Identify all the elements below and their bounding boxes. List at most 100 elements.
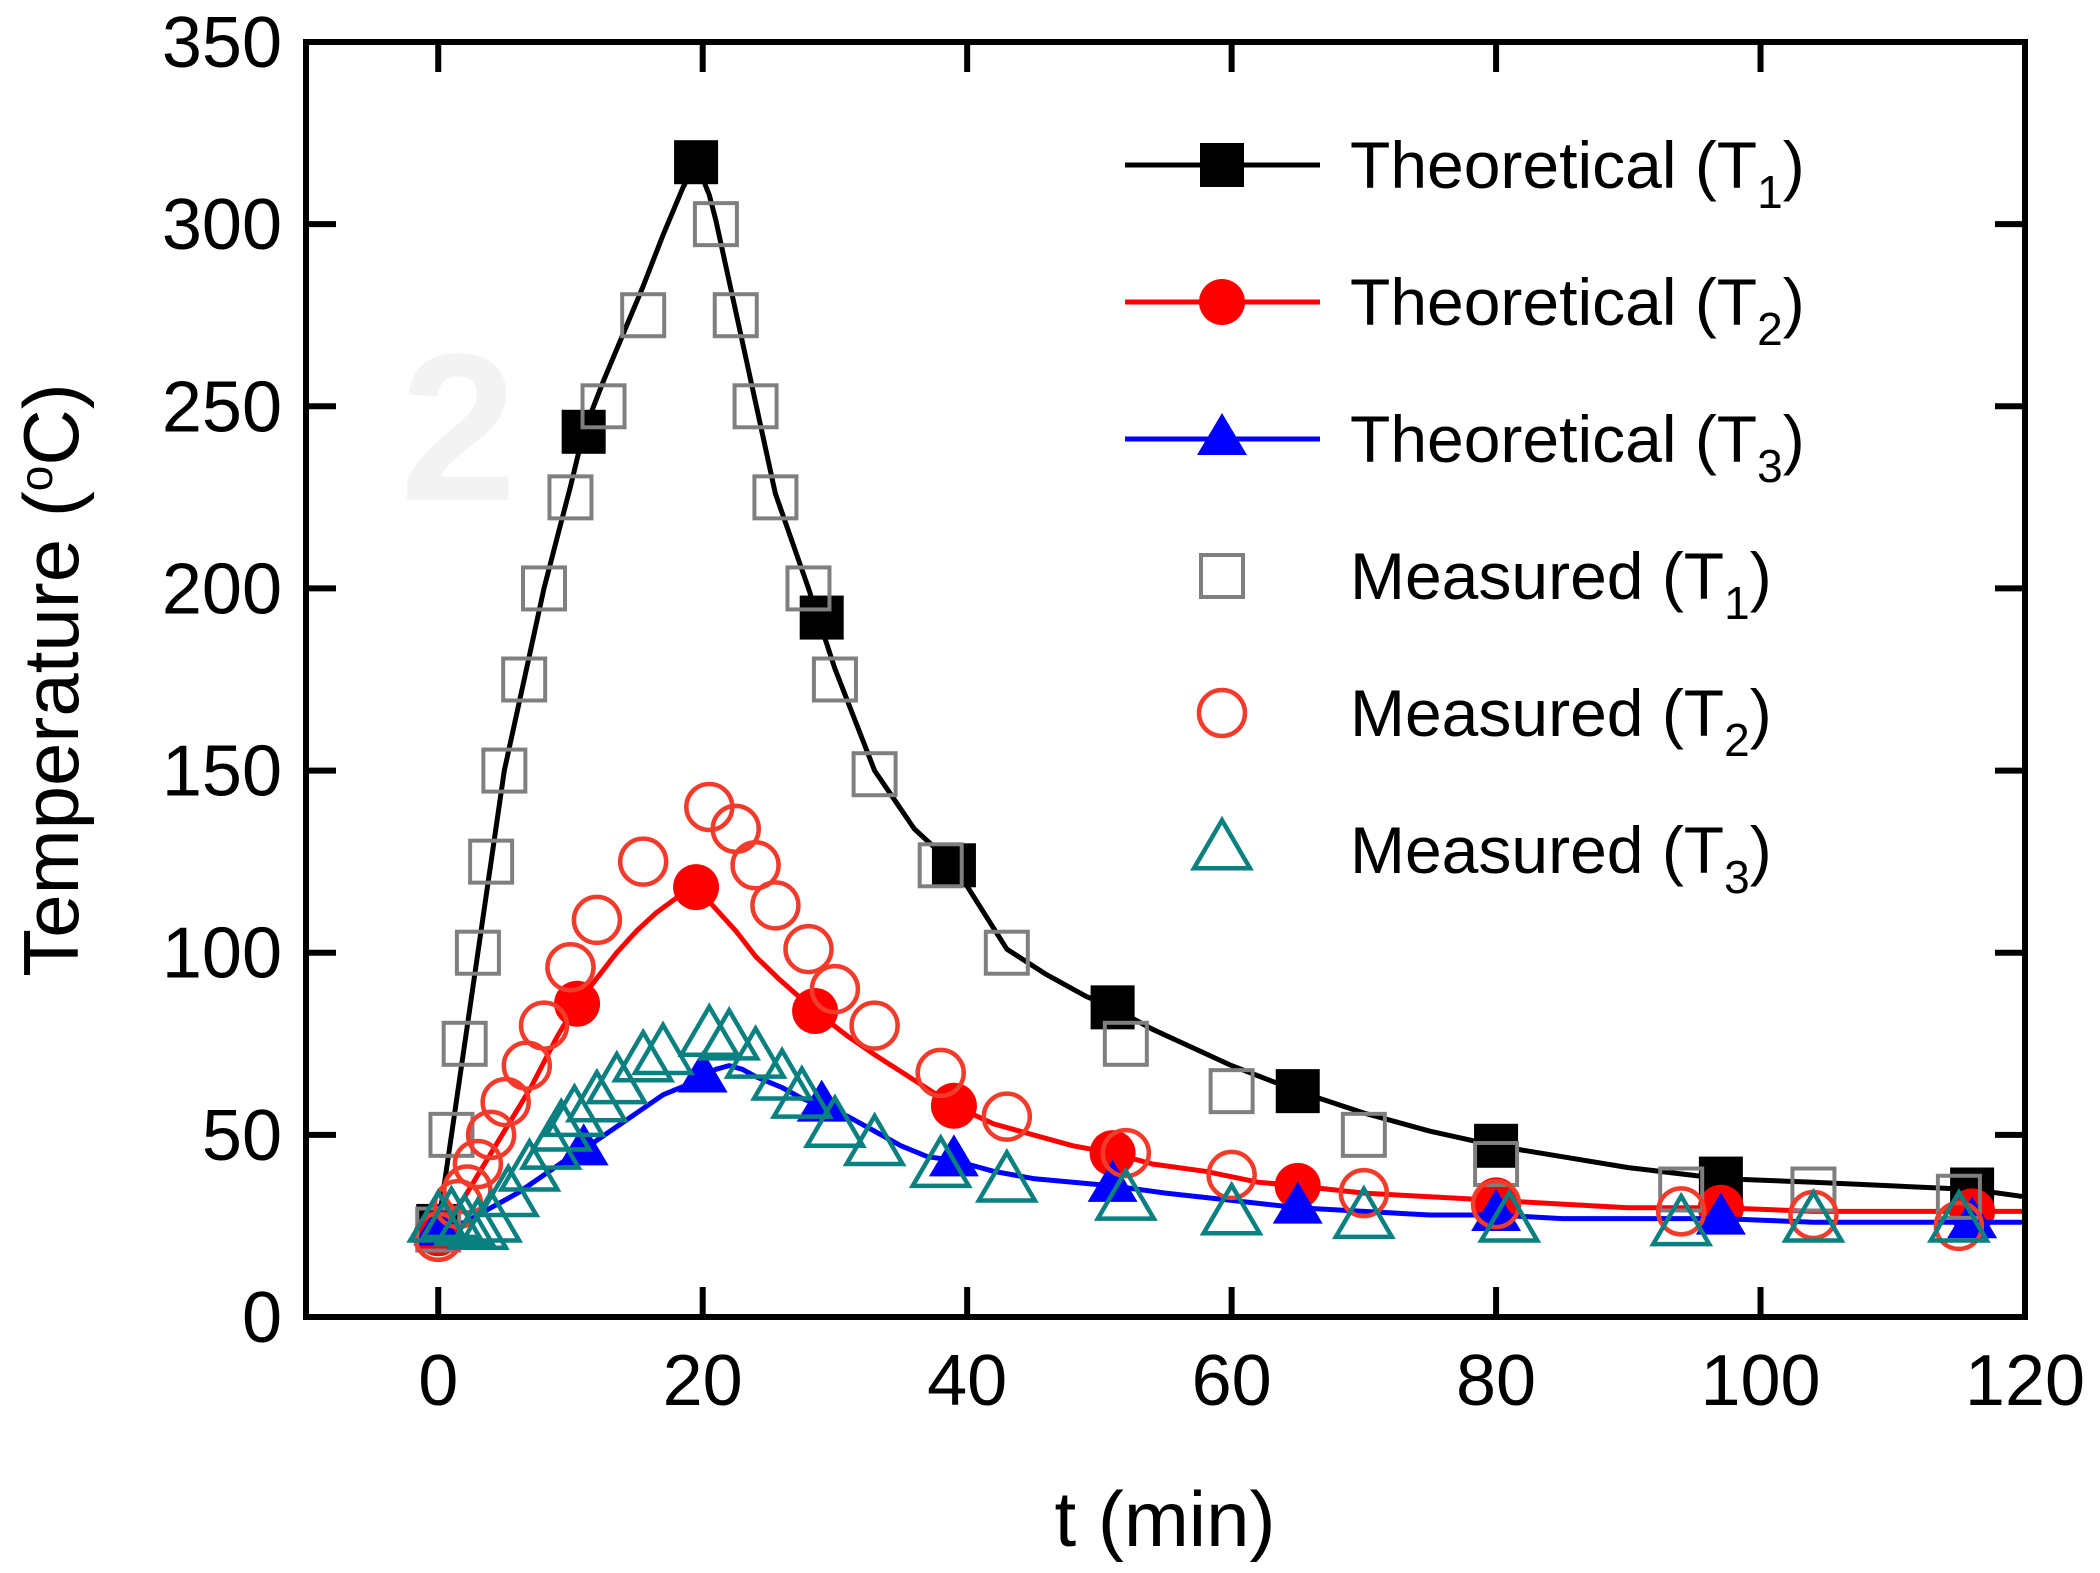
measured-t2-marker-22: [1338, 1167, 1390, 1219]
theoretical-t3-line: [435, 1063, 2028, 1233]
measured-t2-marker-23: [1470, 1178, 1522, 1230]
theoretical-t3-legend-label: Theoretical (T3): [1350, 402, 1805, 492]
measured-t2-marker-8: [545, 942, 596, 993]
measured-t1-marker-18: [917, 842, 964, 889]
x-tick-label-0: 0: [418, 1341, 458, 1421]
measured-t3-marker-25: [1331, 1184, 1396, 1240]
measured-t3-marker-20: [842, 1111, 907, 1167]
theoretical-t3-marker-5: [1087, 1159, 1138, 1202]
measured-t3-marker-12: [611, 1027, 676, 1083]
measured-t3-marker-3: [445, 1195, 510, 1251]
measured-t2-marker-20: [1100, 1127, 1152, 1179]
plot-frame: [303, 39, 2028, 1320]
measured-t3-marker-10: [564, 1067, 629, 1123]
measured-t3-marker-21: [908, 1133, 973, 1189]
measured-t3-marker-14: [677, 1002, 742, 1057]
theoretical-t2-marker-5: [1089, 1130, 1136, 1177]
watermark-text: 2: [400, 310, 517, 545]
x-tick-label-6: 120: [1965, 1341, 2085, 1421]
measured-t3-marker-18: [769, 1064, 834, 1119]
watermark: 2: [400, 310, 517, 545]
measured-t1-marker-7: [521, 565, 568, 612]
theoretical-t2-marker-2: [673, 864, 720, 911]
y-axis-title: Temperature (oC): [7, 383, 95, 976]
measured-t1-marker-16: [811, 656, 858, 703]
measured-t1-marker-14: [752, 474, 799, 521]
measured-t1-marker-8: [547, 474, 594, 521]
measured-t2-legend-marker: [1196, 687, 1248, 739]
measured-t1-legend-marker: [1199, 553, 1245, 599]
y-tick-label-7: 350: [162, 3, 282, 83]
measured-t3-marker-28: [1781, 1188, 1846, 1243]
x-tick-label-4: 80: [1456, 1341, 1536, 1421]
measured-t3-marker-26: [1477, 1188, 1542, 1243]
measured-t1-marker-10: [620, 292, 667, 339]
theoretical-t3-marker-7: [1471, 1188, 1522, 1231]
legend-entry-theoretical-t2: Theoretical (T2): [1125, 265, 1805, 355]
measured-t2-marker-19: [981, 1091, 1033, 1142]
measured-t3-marker-1: [419, 1184, 484, 1240]
legend-entry-measured-t3: Measured (T3): [1190, 813, 1772, 903]
measured-t1-legend-label: Measured (T1): [1350, 539, 1772, 629]
measured-t2-marker-9: [571, 894, 623, 946]
measured-t3-marker-13: [631, 1020, 695, 1076]
measured-t2-markers: [412, 781, 1985, 1263]
measured-t1-marker-15: [785, 565, 832, 612]
x-tick-label-5: 100: [1700, 1341, 1820, 1421]
legend: Theoretical (T1) Theoretical (T2) Theoreti…: [1125, 128, 1805, 903]
measured-t2-marker-13: [730, 840, 781, 891]
measured-t1-marker-19: [983, 929, 1030, 976]
measured-t1-marker-1: [428, 1111, 475, 1158]
measured-t2-marker-17: [849, 1000, 900, 1051]
measured-t3-marker-22: [974, 1147, 1039, 1203]
theoretical-t3-legend-marker: [1197, 412, 1247, 455]
measured-t3-marker-27: [1649, 1191, 1714, 1247]
measured-t1-marker-23: [1473, 1141, 1520, 1187]
measured-t2-marker-10: [617, 836, 669, 887]
measured-t3-marker-23: [1093, 1166, 1158, 1221]
measured-t1-marker-17: [851, 751, 898, 798]
measured-t2-marker-14: [750, 880, 801, 931]
measured-t2-marker-18: [915, 1047, 966, 1099]
degree-symbol: o: [10, 466, 62, 492]
y-tick-label-4: 200: [162, 549, 282, 629]
theoretical-t3-marker-8: [1695, 1192, 1746, 1235]
axis-ticks: [306, 39, 2028, 1320]
measured-t2-marker-3: [452, 1138, 504, 1190]
measured-t3-marker-9: [542, 1082, 607, 1138]
x-tick-label-2: 40: [927, 1341, 1007, 1421]
measured-t2-marker-26: [1933, 1200, 1985, 1252]
theoretical-t2-legend-label: Theoretical (T2): [1350, 265, 1805, 355]
theoretical-t1-marker-6: [1275, 1069, 1320, 1114]
theoretical-t1-marker-4: [931, 843, 976, 888]
measured-t1-marker-3: [454, 929, 501, 976]
theoretical-t3-marker-4: [928, 1134, 979, 1177]
measured-t3-marker-8: [529, 1096, 594, 1152]
measured-t1-marker-12: [712, 292, 759, 339]
axis-titles: t (min) Temperature (oC): [7, 383, 1275, 1563]
axis-tick-labels: 0 20 40 60 80 100 120 0 50 100 150 200 250 300 350: [162, 3, 2085, 1421]
y-tick-label-0: 0: [242, 1278, 282, 1358]
y-axis-title-suffix: C): [7, 383, 95, 465]
measured-t2-marker-4: [465, 1109, 517, 1161]
x-axis-title: t (min): [1055, 1475, 1276, 1563]
measured-t1-marker-2: [441, 1020, 488, 1067]
theoretical-t1-line: [435, 159, 2028, 1229]
measured-t2-marker-24: [1655, 1186, 1707, 1237]
measured-t2-marker-25: [1788, 1189, 1839, 1241]
theoretical-t2-marker-3: [792, 988, 839, 1034]
measured-t1-marker-9: [580, 383, 627, 430]
measured-t1-marker-11: [692, 201, 739, 248]
measured-t2-marker-15: [783, 923, 834, 975]
theoretical-t1-legend-label: Theoretical (T1): [1350, 128, 1805, 218]
measured-t3-marker-24: [1199, 1180, 1264, 1236]
theoretical-t3-marker-2: [677, 1050, 728, 1093]
measured-t1-marker-4: [468, 838, 515, 885]
legend-entry-theoretical-t3: Theoretical (T3): [1125, 402, 1805, 492]
x-tick-label-1: 20: [663, 1341, 743, 1421]
theoretical-t1-marker-2: [674, 140, 719, 185]
measured-t1-marker-26: [1935, 1173, 1982, 1220]
legend-entry-measured-t1: Measured (T1): [1199, 539, 1772, 629]
measured-t3-marker-2: [432, 1191, 497, 1247]
